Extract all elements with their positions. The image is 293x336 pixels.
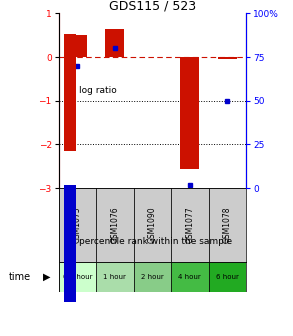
Bar [96,188,134,262]
Bar [171,188,209,262]
Text: 0.5 hour: 0.5 hour [63,274,92,280]
Bar [134,262,171,292]
Text: GSM1076: GSM1076 [110,207,119,244]
Text: log ratio: log ratio [79,86,117,95]
Text: 2 hour: 2 hour [141,274,164,280]
Bar [64,34,76,151]
Bar [59,262,96,292]
Bar [209,262,246,292]
Bar [180,57,199,169]
Bar [59,188,96,262]
Text: 4 hour: 4 hour [178,274,201,280]
Text: time: time [9,272,31,282]
Bar [64,185,76,302]
Title: GDS115 / 523: GDS115 / 523 [109,0,196,12]
Bar [171,262,209,292]
Text: 1 hour: 1 hour [103,274,126,280]
Text: percentile rank within the sample: percentile rank within the sample [79,238,232,246]
Bar [105,29,124,57]
Text: GSM1090: GSM1090 [148,207,157,244]
Text: GSM1078: GSM1078 [223,207,232,243]
Bar [134,188,171,262]
Text: GSM1077: GSM1077 [185,207,194,244]
Bar [68,35,87,57]
Text: ▶: ▶ [43,272,51,282]
Bar [209,188,246,262]
Bar [218,57,237,59]
Text: GSM1075: GSM1075 [73,207,82,244]
Bar [96,262,134,292]
Text: 6 hour: 6 hour [216,274,239,280]
